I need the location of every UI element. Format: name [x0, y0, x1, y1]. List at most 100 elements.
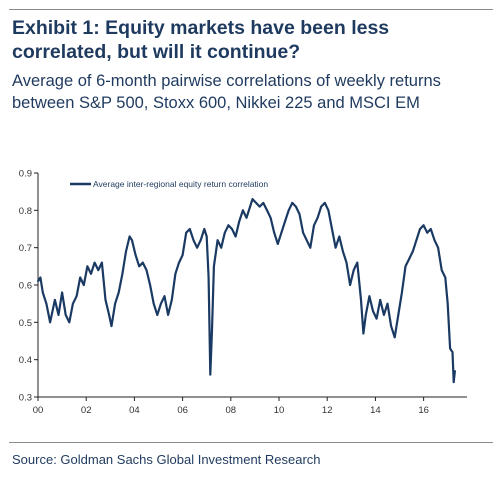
data-point: [245, 216, 248, 219]
data-point: [397, 314, 400, 316]
data-point: [223, 231, 226, 234]
exhibit-title: Exhibit 1: Equity markets have been less…: [12, 17, 390, 63]
data-point: [128, 235, 131, 238]
data-point: [37, 280, 39, 283]
data-point: [302, 231, 304, 234]
x-tick-label: 00: [33, 405, 44, 416]
data-point: [149, 284, 152, 286]
data-point: [342, 250, 344, 253]
data-point: [273, 231, 276, 234]
data-point: [207, 276, 210, 279]
correlation-line-chart: 0.3 0.4 0.5 0.6 0.7 0.8 0.9 00 02 04 06 08 10 12 14 16…: [19, 169, 467, 416]
data-point: [444, 276, 447, 279]
data-point: [39, 276, 42, 279]
data-point: [255, 202, 257, 204]
data-point: [446, 302, 449, 305]
data-point: [331, 228, 333, 230]
exhibit-subtitle: Average of 6-month pairwise correlations…: [12, 72, 441, 112]
data-point: [429, 228, 432, 230]
y-tick-label: 0.3: [19, 393, 32, 404]
data-point: [211, 328, 213, 331]
data-point: [415, 239, 418, 242]
data-point: [104, 299, 107, 301]
y-axis-ticks: 0.3 0.4 0.5 0.6 0.7 0.8 0.9: [19, 169, 38, 404]
data-point: [209, 373, 212, 376]
data-point: [178, 261, 180, 264]
data-point: [287, 209, 290, 212]
legend-label: Average inter-regional equity return cor…: [93, 179, 268, 189]
data-point: [134, 254, 137, 256]
data-point: [452, 381, 455, 383]
data-point: [125, 250, 127, 253]
data-point: [156, 314, 159, 316]
y-tick-label: 0.4: [19, 355, 32, 366]
data-point: [349, 284, 351, 286]
data-point: [110, 325, 113, 327]
data-point: [401, 291, 403, 294]
data-point: [145, 269, 148, 271]
series-line-average-correlation: [37, 198, 456, 384]
y-tick-label: 0.5: [19, 318, 32, 329]
data-point: [41, 291, 44, 294]
data-point: [138, 265, 141, 268]
data-point: [408, 258, 411, 260]
data-point: [454, 370, 456, 372]
data-point: [323, 202, 326, 204]
x-tick-label: 04: [129, 405, 140, 416]
data-point: [54, 299, 56, 301]
source-note: Source: Goldman Sachs Global Investment …: [12, 452, 321, 467]
data-point: [90, 272, 92, 275]
data-point: [372, 310, 374, 312]
data-point: [213, 265, 215, 268]
data-point: [362, 332, 365, 335]
data-point: [185, 231, 188, 234]
data-point: [280, 231, 283, 234]
data-point: [451, 351, 454, 354]
data-point: [131, 239, 133, 242]
data-point: [188, 228, 191, 230]
data-point: [196, 246, 199, 249]
data-point: [86, 265, 89, 268]
data-point: [422, 224, 425, 227]
data-point: [163, 295, 166, 298]
bottom-rule: [9, 442, 493, 443]
y-tick-label: 0.8: [19, 206, 32, 217]
data-point: [121, 272, 124, 275]
data-point: [368, 295, 371, 298]
data-point: [117, 291, 120, 294]
data-point: [437, 246, 439, 249]
data-point: [61, 291, 63, 294]
data-point: [238, 220, 241, 223]
data-point: [249, 205, 252, 208]
data-point: [379, 299, 382, 301]
x-tick-label: 16: [418, 405, 429, 416]
data-point: [334, 246, 337, 249]
data-point: [352, 269, 355, 271]
data-point: [97, 269, 100, 271]
data-point: [305, 239, 308, 242]
data-point: [57, 314, 60, 316]
data-point: [160, 302, 162, 305]
data-point: [338, 235, 341, 238]
data-point: [251, 198, 254, 200]
data-point: [72, 302, 74, 305]
data-point: [298, 213, 301, 215]
data-point: [426, 231, 429, 234]
data-point: [313, 224, 315, 227]
data-point: [309, 246, 312, 249]
data-point: [411, 250, 414, 253]
data-point: [192, 239, 195, 242]
data-point: [262, 202, 265, 204]
data-point: [220, 246, 223, 249]
legend: Average inter-regional equity return cor…: [70, 179, 268, 189]
data-point: [75, 295, 78, 298]
data-point: [79, 276, 82, 279]
data-point: [141, 261, 144, 264]
data-point: [393, 336, 396, 339]
data-point: [276, 243, 279, 245]
x-tick-label: 14: [370, 405, 381, 416]
data-point: [266, 209, 268, 212]
data-point: [390, 325, 392, 327]
data-point: [167, 314, 170, 316]
data-point: [449, 347, 451, 350]
